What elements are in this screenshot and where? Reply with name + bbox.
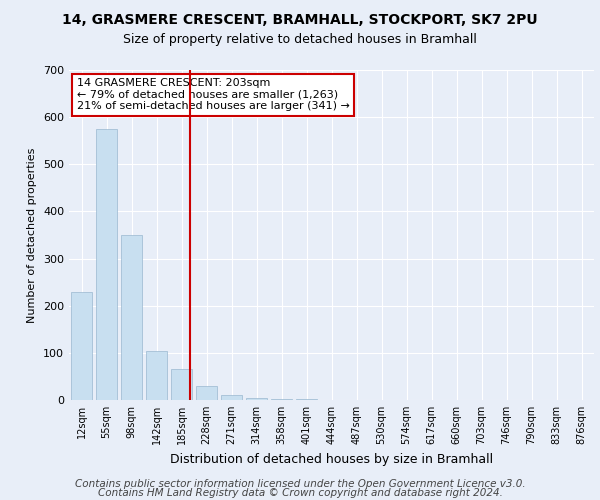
Text: 14 GRASMERE CRESCENT: 203sqm
← 79% of detached houses are smaller (1,263)
21% of: 14 GRASMERE CRESCENT: 203sqm ← 79% of de…: [77, 78, 350, 112]
Text: Contains public sector information licensed under the Open Government Licence v3: Contains public sector information licen…: [74, 479, 526, 489]
Bar: [96, 129, 117, 400]
Bar: [121, 235, 142, 400]
Y-axis label: Number of detached properties: Number of detached properties: [28, 148, 37, 322]
Bar: [246, 398, 267, 400]
Bar: [71, 292, 92, 400]
Text: Contains HM Land Registry data © Crown copyright and database right 2024.: Contains HM Land Registry data © Crown c…: [98, 488, 502, 498]
Text: 14, GRASMERE CRESCENT, BRAMHALL, STOCKPORT, SK7 2PU: 14, GRASMERE CRESCENT, BRAMHALL, STOCKPO…: [62, 12, 538, 26]
Text: Size of property relative to detached houses in Bramhall: Size of property relative to detached ho…: [123, 32, 477, 46]
X-axis label: Distribution of detached houses by size in Bramhall: Distribution of detached houses by size …: [170, 452, 493, 466]
Bar: [221, 396, 242, 400]
Bar: [146, 350, 167, 400]
Bar: [196, 386, 217, 400]
Bar: [296, 399, 317, 400]
Bar: [271, 398, 292, 400]
Bar: [171, 370, 192, 400]
